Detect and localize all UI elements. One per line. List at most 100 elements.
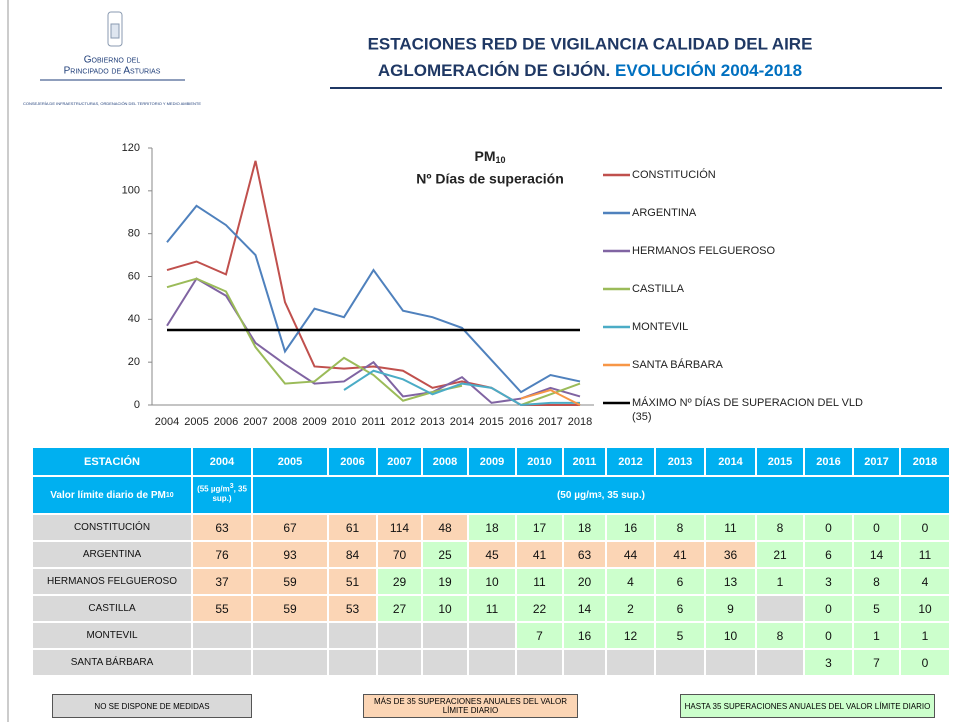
value-cell — [252, 649, 328, 676]
table-header: 2006 — [328, 447, 377, 476]
table-header: 2007 — [377, 447, 422, 476]
station-name: CONSTITUCIÓN — [32, 514, 192, 541]
table-header: 2011 — [563, 447, 606, 476]
value-cell: 114 — [377, 514, 422, 541]
value-cell: 16 — [606, 514, 655, 541]
value-cell: 19 — [422, 568, 468, 595]
value-cell — [422, 649, 468, 676]
logo-text: Gobierno del — [84, 55, 141, 66]
station-name: SANTA BÁRBARA — [32, 649, 192, 676]
value-cell: 11 — [705, 514, 756, 541]
value-cell: 29 — [377, 568, 422, 595]
value-cell: 7 — [853, 649, 900, 676]
value-cell: 10 — [422, 595, 468, 622]
value-cell: 8 — [655, 514, 705, 541]
chart-title-sub: 10 — [495, 155, 505, 165]
value-cell: 0 — [900, 649, 950, 676]
value-cell: 70 — [377, 541, 422, 568]
value-cell — [756, 649, 804, 676]
x-tick-label: 2005 — [184, 416, 208, 428]
value-cell: 11 — [468, 595, 516, 622]
limit-text: 3 — [229, 483, 234, 490]
y-tick-label: 120 — [122, 142, 140, 154]
value-cell — [606, 649, 655, 676]
value-cell: 25 — [422, 541, 468, 568]
chart-title: PM10 — [474, 148, 505, 166]
value-cell: 6 — [655, 568, 705, 595]
value-cell: 22 — [516, 595, 563, 622]
title: ESTACIONES RED DE VIGILANCIA CALIDAD DEL… — [368, 34, 813, 53]
value-cell — [192, 622, 252, 649]
value-cell — [655, 649, 705, 676]
value-cell: 8 — [756, 514, 804, 541]
value-cell — [252, 622, 328, 649]
value-cell — [377, 622, 422, 649]
x-tick-label: 2004 — [155, 416, 179, 428]
value-cell: 36 — [705, 541, 756, 568]
logo-dept: CONSEJERÍA DE INFRAESTRUCTURAS, ORDENACI… — [23, 101, 201, 106]
value-cell: 0 — [853, 514, 900, 541]
station-name: HERMANOS FELGUEROSO — [32, 568, 192, 595]
legend-box: NO SE DISPONE DE MEDIDAS — [52, 694, 252, 718]
value-cell — [422, 622, 468, 649]
value-cell: 3 — [804, 568, 853, 595]
legend-label: ARGENTINA — [632, 207, 697, 219]
legend-label: HERMANOS FELGUEROSO — [632, 245, 776, 257]
value-cell: 2 — [606, 595, 655, 622]
value-cell: 41 — [655, 541, 705, 568]
table-header: 2010 — [516, 447, 563, 476]
x-tick-label: 2018 — [568, 416, 592, 428]
value-cell: 59 — [252, 595, 328, 622]
legend-label: CASTILLA — [632, 283, 684, 295]
value-cell: 59 — [252, 568, 328, 595]
table-header: 2015 — [756, 447, 804, 476]
limit-label-sub: 10 — [165, 491, 174, 499]
value-cell: 0 — [804, 595, 853, 622]
y-tick-label: 20 — [128, 356, 140, 368]
value-cell: 27 — [377, 595, 422, 622]
value-cell — [756, 595, 804, 622]
limit-text: (50 µg/m — [556, 489, 598, 501]
value-cell: 48 — [422, 514, 468, 541]
x-tick-label: 2010 — [332, 416, 356, 428]
legend-label: MONTEVIL — [632, 321, 689, 333]
value-cell: 76 — [192, 541, 252, 568]
x-tick-label: 2015 — [479, 416, 503, 428]
value-cell: 6 — [655, 595, 705, 622]
value-cell: 61 — [328, 514, 377, 541]
x-tick-label: 2007 — [243, 416, 267, 428]
value-cell: 5 — [853, 595, 900, 622]
value-cell: 45 — [468, 541, 516, 568]
value-cell: 8 — [756, 622, 804, 649]
legend-label: SANTA BÁRBARA — [632, 359, 723, 371]
logo — [107, 11, 123, 47]
x-tick-label: 2016 — [509, 416, 533, 428]
title-highlight: EVOLUCIÓN 2004-2018 — [615, 61, 802, 80]
value-cell: 17 — [516, 514, 563, 541]
value-cell: 16 — [563, 622, 606, 649]
value-cell: 37 — [192, 568, 252, 595]
title: AGLOMERACIÓN DE GIJÓN. — [378, 61, 610, 80]
value-cell: 8 — [853, 568, 900, 595]
table-header: 2012 — [606, 447, 655, 476]
table-header: 2017 — [853, 447, 900, 476]
logo-text: Principado de Asturias — [64, 66, 161, 77]
chart-title: PM — [474, 148, 495, 164]
value-cell: 18 — [468, 514, 516, 541]
value-cell — [563, 649, 606, 676]
x-tick-label: 2014 — [450, 416, 474, 428]
value-cell: 3 — [804, 649, 853, 676]
value-cell: 5 — [655, 622, 705, 649]
table-header: 2004 — [192, 447, 252, 476]
line-series — [343, 369, 580, 407]
value-cell: 9 — [705, 595, 756, 622]
x-tick-label: 2012 — [391, 416, 415, 428]
value-cell — [516, 649, 563, 676]
table-header: 2005 — [252, 447, 328, 476]
legend-label: CONSTITUCIÓN — [632, 169, 716, 181]
table-header: 2014 — [705, 447, 756, 476]
x-tick-label: 2008 — [273, 416, 297, 428]
value-cell: 0 — [900, 514, 950, 541]
